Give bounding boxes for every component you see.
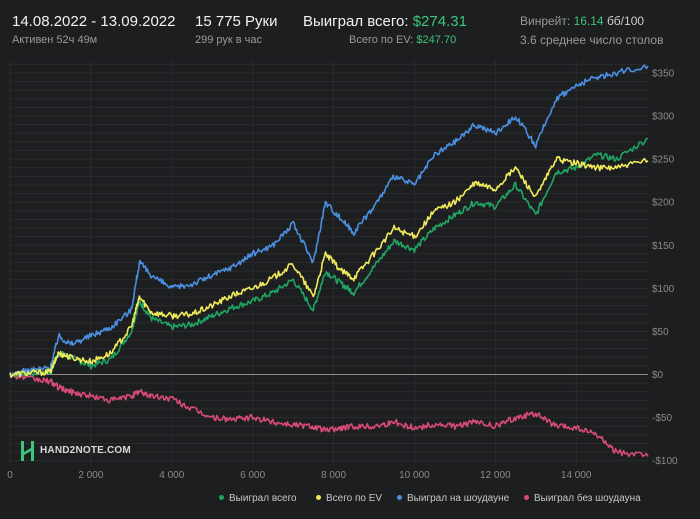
x-tick-label: 10 000 — [399, 470, 430, 481]
legend-dot-ev — [316, 494, 321, 500]
winrate-unit: бб/100 — [606, 14, 645, 28]
x-tick-label: 2 000 — [78, 470, 103, 481]
y-tick-label: -$50 — [652, 413, 672, 424]
y-tick-label: $200 — [652, 198, 675, 209]
y-axis-labels: $350 $300 $250 $200 $150 $100 $50 $0 -$50 -$100 — [652, 68, 678, 467]
hand2note-logo-text: HAND2NOTE.COM — [40, 445, 131, 456]
y-tick-label: $100 — [652, 284, 675, 295]
stats-header: 14.08.2022 - 13.09.2022 Активен 52ч 49м … — [0, 0, 700, 60]
won-total-value: $274.31 — [412, 13, 467, 30]
legend-label-won-total: Выиграл всего — [229, 493, 297, 504]
legend-label-ev: Всего по EV — [326, 493, 383, 504]
y-tick-label: $350 — [652, 68, 675, 79]
series-lines — [9, 64, 649, 458]
legend-item-ev[interactable]: Всего по EV — [316, 493, 382, 504]
winrate: Винрейт: 16.14 бб/100 — [520, 14, 644, 28]
date-range: 14.08.2022 - 13.09.2022 — [12, 13, 176, 30]
chart-grid — [9, 60, 648, 465]
x-tick-label: 12 000 — [480, 470, 511, 481]
hands-count: 15 775 Руки — [195, 13, 278, 30]
legend-dot-showdown — [397, 494, 402, 500]
legend-item-non-showdown[interactable]: Выиграл без шоудауна — [524, 493, 641, 504]
won-total: Выиграл всего: $274.31 — [303, 13, 467, 30]
y-tick-label: $150 — [652, 241, 675, 252]
legend-item-showdown[interactable]: Выиграл на шоудауне — [397, 493, 509, 504]
ev-label: Всего по EV: — [349, 34, 414, 46]
winrate-label: Винрейт: — [520, 14, 571, 28]
legend-item-won-total[interactable]: Выиграл всего — [219, 493, 297, 504]
legend-dot-won-total — [219, 494, 224, 500]
won-total-label: Выиграл всего: — [303, 13, 409, 30]
y-tick-label: $0 — [652, 370, 664, 381]
ev-total: Всего по EV: $247.70 — [349, 34, 456, 46]
y-tick-label: -$100 — [652, 456, 678, 467]
x-tick-label: 14 000 — [561, 470, 592, 481]
hand2note-logo: HAND2NOTE.COM — [20, 440, 131, 462]
x-tick-label: 6 000 — [240, 470, 265, 481]
series-line-non-showdown — [9, 372, 649, 458]
y-tick-label: $50 — [652, 327, 669, 338]
x-tick-label: 4 000 — [159, 470, 184, 481]
series-line-won-total — [9, 137, 649, 378]
active-time: Активен 52ч 49м — [12, 34, 98, 46]
legend-label-showdown: Выиграл на шоудауне — [407, 493, 510, 504]
x-tick-label: 0 — [7, 470, 13, 481]
avg-tables: 3.6 среднее число столов — [520, 33, 664, 47]
series-line-showdown — [9, 64, 649, 377]
legend-dot-non-showdown — [524, 494, 529, 500]
y-tick-label: $300 — [652, 112, 675, 123]
winrate-value: 16.14 — [573, 14, 604, 28]
ev-value: $247.70 — [416, 34, 457, 46]
x-axis-labels: 0 2 000 4 000 6 000 8 000 10 000 12 000 14 000 — [7, 470, 592, 481]
series-line-ev — [9, 156, 649, 378]
y-tick-label: $250 — [652, 155, 675, 166]
chart-legend: Выиграл всего Всего по EV Выиграл на шоу… — [0, 493, 700, 509]
x-tick-label: 8 000 — [321, 470, 346, 481]
legend-label-non-showdown: Выиграл без шоудауна — [534, 493, 641, 504]
hand2note-logo-icon — [21, 441, 34, 461]
hands-per-hour: 299 рук в час — [195, 34, 263, 46]
